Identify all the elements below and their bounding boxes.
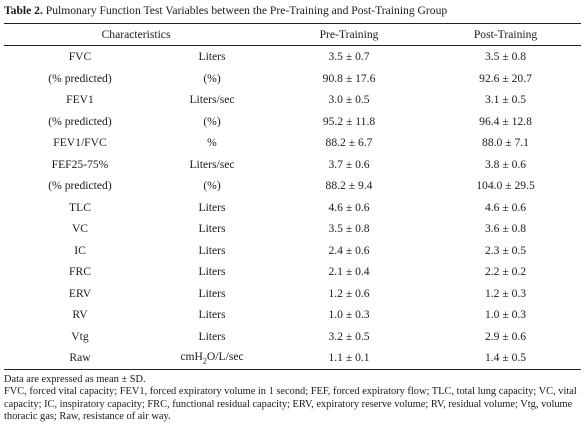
cell-characteristic: FEF25-75% bbox=[51, 157, 109, 171]
cell-pre-training: 2.4 ± 0.6 bbox=[328, 243, 370, 257]
footnote-data-note: Data are expressed as mean ± SD. bbox=[4, 373, 146, 385]
table-row: FEV1 Liters/sec 3.0 ± 0.5 3.1 ± 0.5 bbox=[4, 89, 581, 111]
table-row: RV Liters 1.0 ± 0.3 1.0 ± 0.3 bbox=[4, 304, 581, 326]
cell-unit: Liters/sec bbox=[189, 157, 235, 171]
cell-unit: % bbox=[207, 136, 217, 150]
unit-part: O/L/sec bbox=[206, 350, 244, 364]
unit-part: cmH bbox=[180, 350, 203, 364]
cell-pre-training: 1.2 ± 0.6 bbox=[328, 286, 370, 300]
pulmonary-function-table: Characteristics Pre-Training Post-Traini… bbox=[4, 23, 582, 370]
cell-unit: Liters bbox=[198, 308, 226, 322]
cell-pre-training: 3.5 ± 0.7 bbox=[328, 50, 370, 64]
cell-characteristic: Vtg bbox=[71, 329, 89, 343]
table-row: IC Liters 2.4 ± 0.6 2.3 ± 0.5 bbox=[4, 240, 581, 262]
header-characteristics: Characteristics bbox=[101, 28, 171, 41]
cell-unit: Liters bbox=[198, 286, 226, 300]
cell-unit: (%) bbox=[203, 114, 221, 128]
cell-post-training: 104.0 ± 29.5 bbox=[476, 179, 535, 193]
cell-characteristic: (% predicted) bbox=[48, 114, 112, 128]
cell-characteristic: RV bbox=[72, 308, 88, 322]
cell-characteristic: ERV bbox=[68, 286, 92, 300]
table-footnote: Data are expressed as mean ± SD. FVC, fo… bbox=[4, 374, 582, 424]
cell-unit: (%) bbox=[203, 179, 221, 193]
cell-post-training: 2.3 ± 0.5 bbox=[484, 243, 527, 257]
cell-unit: Liters bbox=[198, 243, 226, 257]
cell-pre-training: 3.2 ± 0.5 bbox=[328, 329, 370, 343]
table-label: Table 2. bbox=[4, 4, 43, 17]
cell-characteristic: FEV1 bbox=[66, 93, 94, 107]
cell-unit: Liters bbox=[198, 222, 226, 236]
table-row: ERV Liters 1.2 ± 0.6 1.2 ± 0.3 bbox=[4, 283, 581, 305]
cell-pre-training: 88.2 ± 9.4 bbox=[325, 179, 373, 193]
cell-unit: cmH2O/L/sec bbox=[156, 347, 268, 369]
cell-pre-training: 2.1 ± 0.4 bbox=[328, 265, 370, 279]
table-row: Vtg Liters 3.2 ± 0.5 2.9 ± 0.6 bbox=[4, 326, 581, 348]
table-row: VC Liters 3.5 ± 0.8 3.6 ± 0.8 bbox=[4, 218, 581, 240]
cell-post-training: 1.0 ± 0.3 bbox=[484, 308, 527, 322]
cell-post-training: 1.4 ± 0.5 bbox=[484, 351, 527, 365]
cell-pre-training: 4.6 ± 0.6 bbox=[328, 200, 370, 214]
cell-pre-training: 95.2 ± 11.8 bbox=[322, 114, 376, 128]
table-row: FEF25-75% Liters/sec 3.7 ± 0.6 3.8 ± 0.6 bbox=[4, 154, 581, 176]
table-row: (% predicted) (%) 95.2 ± 11.8 96.4 ± 12.8 bbox=[4, 111, 581, 133]
table-body: FVC Liters 3.5 ± 0.7 3.5 ± 0.8 (% predicted)… bbox=[4, 46, 582, 369]
table-row: FEV1/FVC% 88.2 ± 6.7 88.0 ± 7.1 bbox=[4, 132, 581, 154]
cell-post-training: 1.2 ± 0.3 bbox=[484, 286, 527, 300]
cell-pre-training: 90.8 ± 17.6 bbox=[322, 71, 376, 85]
cell-post-training: 96.4 ± 12.8 bbox=[479, 114, 532, 128]
footnote-abbreviations: FVC, forced vital capacity; FEV1, forced… bbox=[4, 386, 577, 423]
header-post-training: Post-Training bbox=[473, 28, 538, 41]
cell-characteristic: VC bbox=[71, 222, 89, 236]
cell-post-training: 2.2 ± 0.2 bbox=[484, 265, 527, 279]
cell-post-training: 3.1 ± 0.5 bbox=[484, 93, 527, 107]
cell-characteristic: Raw bbox=[69, 351, 91, 365]
table-row: (% predicted) (%) 88.2 ± 9.4 104.0 ± 29.5 bbox=[4, 175, 581, 197]
cell-pre-training: 88.2 ± 6.7 bbox=[325, 136, 373, 150]
cell-characteristic: FEV1/FVC bbox=[53, 136, 107, 150]
cell-post-training: 2.9 ± 0.6 bbox=[484, 329, 527, 343]
cell-characteristic: (% predicted) bbox=[48, 71, 112, 85]
cell-pre-training: 1.1 ± 0.1 bbox=[328, 351, 370, 365]
cell-unit: Liters bbox=[198, 50, 226, 64]
cell-pre-training: 3.5 ± 0.8 bbox=[328, 222, 370, 236]
cell-post-training: 3.8 ± 0.6 bbox=[484, 157, 527, 171]
cell-characteristic: IC bbox=[74, 243, 86, 257]
cell-characteristic: (% predicted) bbox=[48, 179, 112, 193]
cell-unit: Liters bbox=[198, 200, 226, 214]
table-row: FVC Liters 3.5 ± 0.7 3.5 ± 0.8 bbox=[4, 46, 581, 68]
cell-post-training: 88.0 ± 7.1 bbox=[482, 136, 529, 150]
cell-characteristic: FVC bbox=[68, 50, 92, 64]
cell-unit: Liters bbox=[198, 329, 226, 343]
cell-pre-training: 1.0 ± 0.3 bbox=[328, 308, 370, 322]
cell-pre-training: 3.7 ± 0.6 bbox=[328, 157, 370, 171]
cell-pre-training: 3.0 ± 0.5 bbox=[328, 93, 370, 107]
cell-characteristic: FRC bbox=[69, 265, 91, 279]
cell-characteristic: TLC bbox=[69, 200, 91, 214]
cell-unit: Liters bbox=[198, 265, 226, 279]
table-row: Raw cmH2O/L/sec 1.1 ± 0.1 1.4 ± 0.5 bbox=[4, 347, 582, 369]
unit-subscript: 2 bbox=[202, 356, 207, 366]
cell-unit: Liters/sec bbox=[189, 93, 235, 107]
table-title: Pulmonary Function Test Variables betwee… bbox=[42, 4, 448, 17]
table-caption: Table 2. Pulmonary Function Test Variabl… bbox=[4, 3, 582, 19]
cell-post-training: 3.6 ± 0.8 bbox=[484, 222, 527, 236]
table-row: FRC Liters 2.1 ± 0.4 2.2 ± 0.2 bbox=[4, 261, 581, 283]
table-row: TLC Liters 4.6 ± 0.6 4.6 ± 0.6 bbox=[4, 197, 581, 219]
cell-post-training: 4.6 ± 0.6 bbox=[484, 200, 527, 214]
cell-post-training: 92.6 ± 20.7 bbox=[479, 71, 532, 85]
table-header-row: Characteristics Pre-Training Post-Traini… bbox=[4, 23, 582, 46]
cell-post-training: 3.5 ± 0.8 bbox=[484, 50, 527, 64]
cell-unit: (%) bbox=[203, 71, 221, 85]
table-row: (% predicted) (%) 90.8 ± 17.6 92.6 ± 20.7 bbox=[4, 68, 581, 90]
header-pre-training: Pre-Training bbox=[319, 28, 379, 41]
